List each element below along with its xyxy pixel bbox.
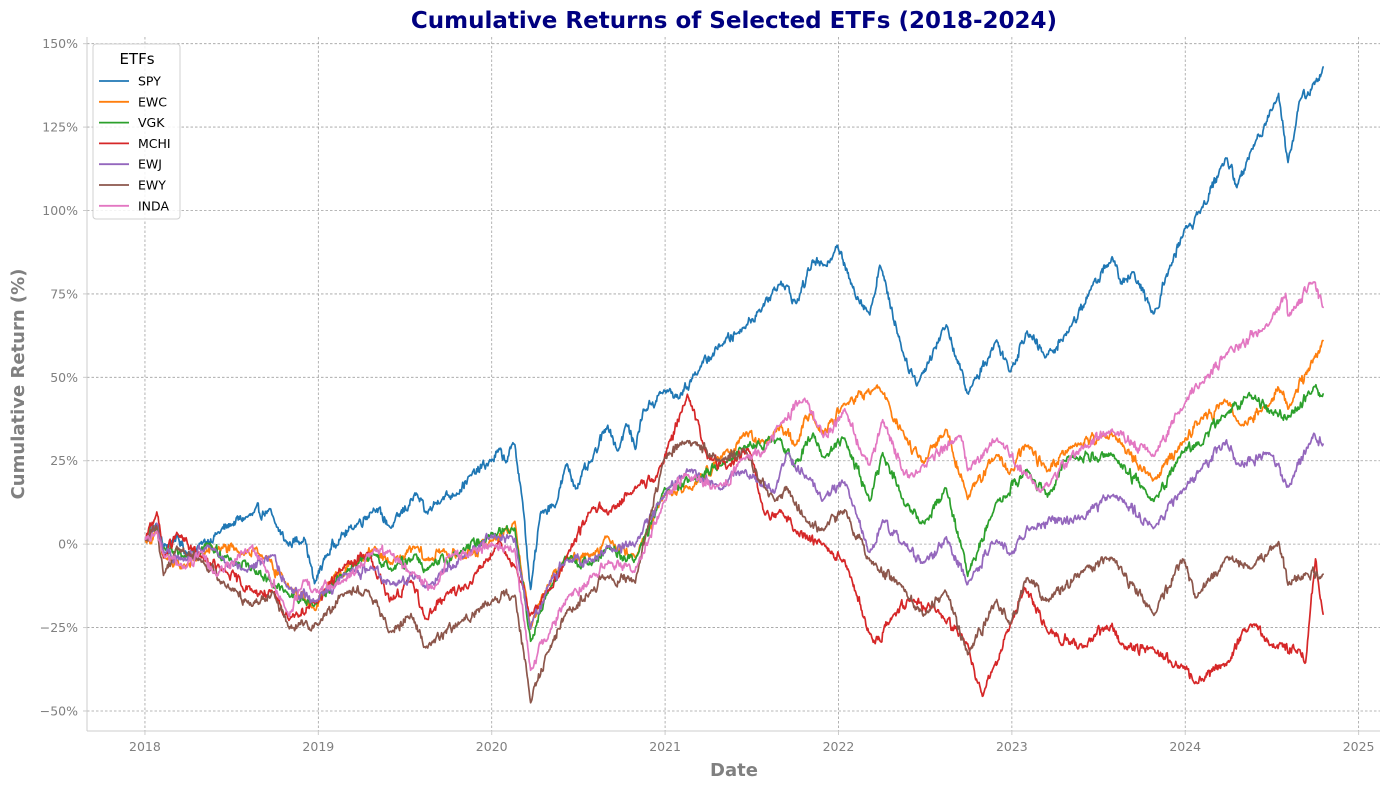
x-tick-label: 2019 xyxy=(302,739,334,754)
y-tick-label: −25% xyxy=(40,620,78,635)
legend-items: SPY EWC VGK MCHI EWJ EWY INDA xyxy=(99,74,171,213)
series-line-ewc xyxy=(144,339,1324,631)
x-tick-labels: 2018 2019 2020 2021 2022 2023 2024 2025 xyxy=(129,731,1375,754)
y-tick-label: 150% xyxy=(42,36,78,51)
x-tick-label: 2018 xyxy=(129,739,161,754)
legend-label-inda: INDA xyxy=(138,198,169,213)
chart-title: Cumulative Returns of Selected ETFs (201… xyxy=(411,8,1057,34)
y-tick-label: 25% xyxy=(50,453,78,468)
series-line-mchi xyxy=(144,393,1324,698)
series-line-inda xyxy=(144,281,1324,672)
legend-label-vgk: VGK xyxy=(138,115,165,130)
series-lines xyxy=(144,66,1324,704)
legend-label-ewy: EWY xyxy=(138,178,166,193)
x-tick-label: 2023 xyxy=(996,739,1028,754)
legend-label-spy: SPY xyxy=(138,74,161,89)
y-tick-label: 0% xyxy=(58,537,78,552)
y-tick-label: 100% xyxy=(42,203,78,218)
series-line-ewy xyxy=(144,439,1324,704)
x-tick-label: 2025 xyxy=(1343,739,1375,754)
legend-label-mchi: MCHI xyxy=(138,136,171,151)
legend-label-ewj: EWJ xyxy=(138,157,162,172)
y-tick-label: 125% xyxy=(42,120,78,135)
grid xyxy=(87,37,1380,731)
legend-label-ewc: EWC xyxy=(138,94,167,109)
y-tick-label: 75% xyxy=(50,286,78,301)
y-axis-label: Cumulative Return (%) xyxy=(8,269,29,500)
y-tick-label: −50% xyxy=(40,703,78,718)
legend-title: ETFs xyxy=(119,50,154,68)
x-tick-label: 2024 xyxy=(1169,739,1201,754)
legend: ETFs SPY EWC VGK MCHI EWJ EWY INDA xyxy=(92,43,181,220)
y-tick-labels: −50% −25% 0% 25% 50% 75% 100% 125% 150% xyxy=(40,36,87,718)
x-tick-label: 2021 xyxy=(649,739,681,754)
x-axis-label: Date xyxy=(710,760,758,781)
series-line-spy xyxy=(144,66,1324,591)
x-tick-label: 2022 xyxy=(823,739,855,754)
axes xyxy=(86,37,1380,732)
legend-box xyxy=(92,43,181,220)
y-tick-label: 50% xyxy=(50,370,78,385)
x-tick-label: 2020 xyxy=(476,739,508,754)
